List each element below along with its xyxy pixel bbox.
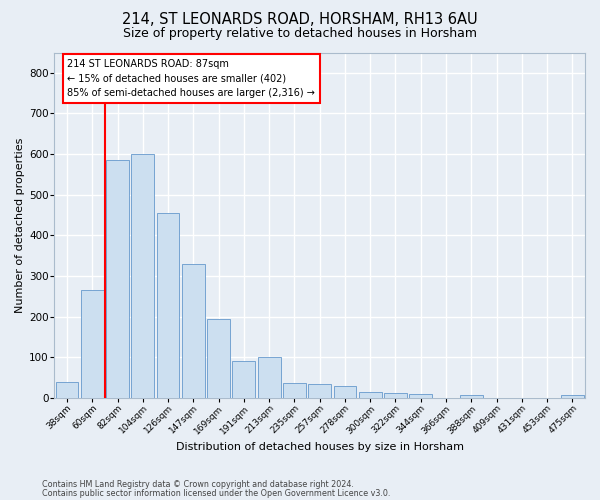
Bar bbox=[131, 154, 154, 398]
Y-axis label: Number of detached properties: Number of detached properties bbox=[15, 138, 25, 313]
Text: 214 ST LEONARDS ROAD: 87sqm
← 15% of detached houses are smaller (402)
85% of se: 214 ST LEONARDS ROAD: 87sqm ← 15% of det… bbox=[67, 58, 316, 98]
Bar bbox=[157, 213, 179, 398]
Bar bbox=[182, 264, 205, 398]
Bar bbox=[81, 290, 104, 398]
Text: Size of property relative to detached houses in Horsham: Size of property relative to detached ho… bbox=[123, 28, 477, 40]
Bar bbox=[334, 386, 356, 398]
Bar bbox=[106, 160, 129, 398]
X-axis label: Distribution of detached houses by size in Horsham: Distribution of detached houses by size … bbox=[176, 442, 464, 452]
Bar bbox=[283, 383, 306, 398]
Bar bbox=[561, 395, 584, 398]
Bar bbox=[258, 358, 281, 398]
Bar bbox=[207, 318, 230, 398]
Bar bbox=[308, 384, 331, 398]
Bar bbox=[359, 392, 382, 398]
Bar bbox=[232, 362, 255, 398]
Text: 214, ST LEONARDS ROAD, HORSHAM, RH13 6AU: 214, ST LEONARDS ROAD, HORSHAM, RH13 6AU bbox=[122, 12, 478, 28]
Text: Contains HM Land Registry data © Crown copyright and database right 2024.: Contains HM Land Registry data © Crown c… bbox=[42, 480, 354, 489]
Bar bbox=[460, 394, 482, 398]
Bar bbox=[56, 382, 79, 398]
Bar bbox=[409, 394, 432, 398]
Bar bbox=[384, 393, 407, 398]
Text: Contains public sector information licensed under the Open Government Licence v3: Contains public sector information licen… bbox=[42, 489, 391, 498]
